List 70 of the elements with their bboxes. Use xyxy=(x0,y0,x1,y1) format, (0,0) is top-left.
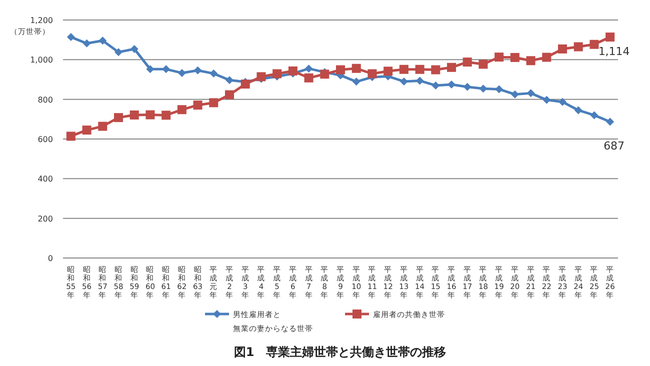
point xyxy=(574,42,583,52)
y-tick-label: 1,000 xyxy=(30,56,53,65)
point xyxy=(400,77,408,86)
point xyxy=(98,122,108,131)
y-tick-label: 600 xyxy=(38,135,53,144)
point xyxy=(162,65,170,74)
point xyxy=(114,113,123,122)
point xyxy=(162,110,171,120)
y-tick-label: 0 xyxy=(48,254,53,263)
point xyxy=(130,110,139,120)
point xyxy=(416,76,424,85)
point xyxy=(415,64,424,74)
point xyxy=(114,48,122,56)
point xyxy=(606,118,614,126)
y-tick-label: 200 xyxy=(38,214,53,224)
point xyxy=(558,44,567,54)
point xyxy=(210,70,218,78)
point xyxy=(432,81,440,90)
point xyxy=(130,44,138,53)
point xyxy=(272,69,282,78)
point xyxy=(558,98,566,106)
point xyxy=(352,64,361,73)
point xyxy=(384,66,393,76)
point xyxy=(462,58,472,67)
point xyxy=(526,89,535,98)
point xyxy=(368,69,377,78)
point xyxy=(98,36,107,45)
text: 図1 専業主婦世帯と共働き世帯の推移 xyxy=(234,345,446,359)
point xyxy=(193,100,202,110)
point xyxy=(495,85,504,94)
point xyxy=(194,66,202,74)
point xyxy=(542,96,551,104)
y-tick-label: 400 xyxy=(38,174,53,184)
point xyxy=(336,65,345,74)
point xyxy=(82,126,92,135)
data-label: 1,114 xyxy=(598,45,630,58)
point xyxy=(478,60,488,69)
point xyxy=(304,64,313,73)
point xyxy=(447,62,456,72)
point xyxy=(146,110,155,120)
point xyxy=(66,132,76,141)
point xyxy=(352,78,360,86)
point xyxy=(510,90,519,98)
point xyxy=(590,111,598,120)
point xyxy=(146,65,154,74)
point xyxy=(288,66,298,76)
point xyxy=(590,40,599,49)
point xyxy=(240,80,250,89)
point xyxy=(431,65,440,74)
point xyxy=(494,52,504,62)
point xyxy=(526,56,536,66)
point xyxy=(399,64,408,74)
point xyxy=(178,68,186,77)
point xyxy=(304,73,314,82)
point xyxy=(66,33,75,42)
point xyxy=(320,70,330,79)
point xyxy=(463,82,472,91)
point xyxy=(542,52,552,62)
point xyxy=(225,90,234,100)
point xyxy=(510,52,520,62)
y-tick-label: 800 xyxy=(38,95,53,104)
point xyxy=(574,106,582,114)
point xyxy=(177,105,186,114)
y-tick-label: 1,200 xyxy=(30,16,53,25)
data-label: 687 xyxy=(604,140,625,153)
point xyxy=(82,39,91,48)
point xyxy=(209,98,218,108)
point xyxy=(226,76,234,84)
point xyxy=(448,80,456,88)
point xyxy=(606,32,615,42)
